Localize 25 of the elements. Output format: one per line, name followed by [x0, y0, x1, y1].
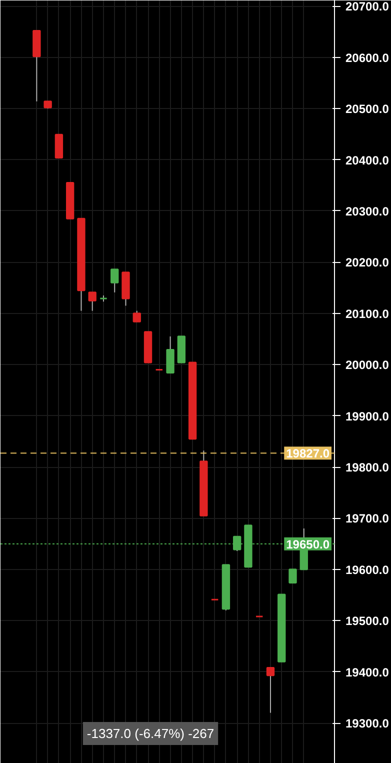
annotation: -1337.0 (-6.47%) -267 [86, 726, 214, 741]
y-tick-label: 20200.0 [346, 256, 390, 270]
y-tick-label: 19300.0 [346, 716, 390, 731]
y-tick-label: 20100.0 [346, 306, 390, 321]
y-tick-label: 19400.0 [346, 665, 390, 680]
candlestick [54, 134, 64, 158]
candlestick [166, 336, 174, 374]
y-tick-label: 19800.0 [346, 460, 390, 475]
ref-line-label: 19650.0 [286, 537, 330, 552]
ref-line-label: 19827.0 [286, 446, 330, 461]
candlestick [88, 292, 96, 312]
y-tick-label: 19500.0 [346, 614, 390, 628]
y-tick-label: 20600.0 [346, 50, 390, 65]
candlestick [132, 310, 141, 322]
y-tick-label: 19700.0 [346, 512, 390, 526]
y-tick-label: 19600.0 [346, 562, 390, 577]
candlestick [266, 666, 275, 714]
y-tick-label: 20300.0 [346, 204, 390, 218]
candlestick [110, 268, 119, 293]
y-tick-label: 20700.0 [346, 0, 390, 14]
y-tick-label: 20400.0 [346, 153, 390, 168]
candlestick [288, 568, 297, 584]
y-tick-label: 19900.0 [346, 409, 390, 424]
y-tick-label: 20000.0 [346, 358, 390, 372]
y-tick-label: 20500.0 [346, 102, 390, 116]
